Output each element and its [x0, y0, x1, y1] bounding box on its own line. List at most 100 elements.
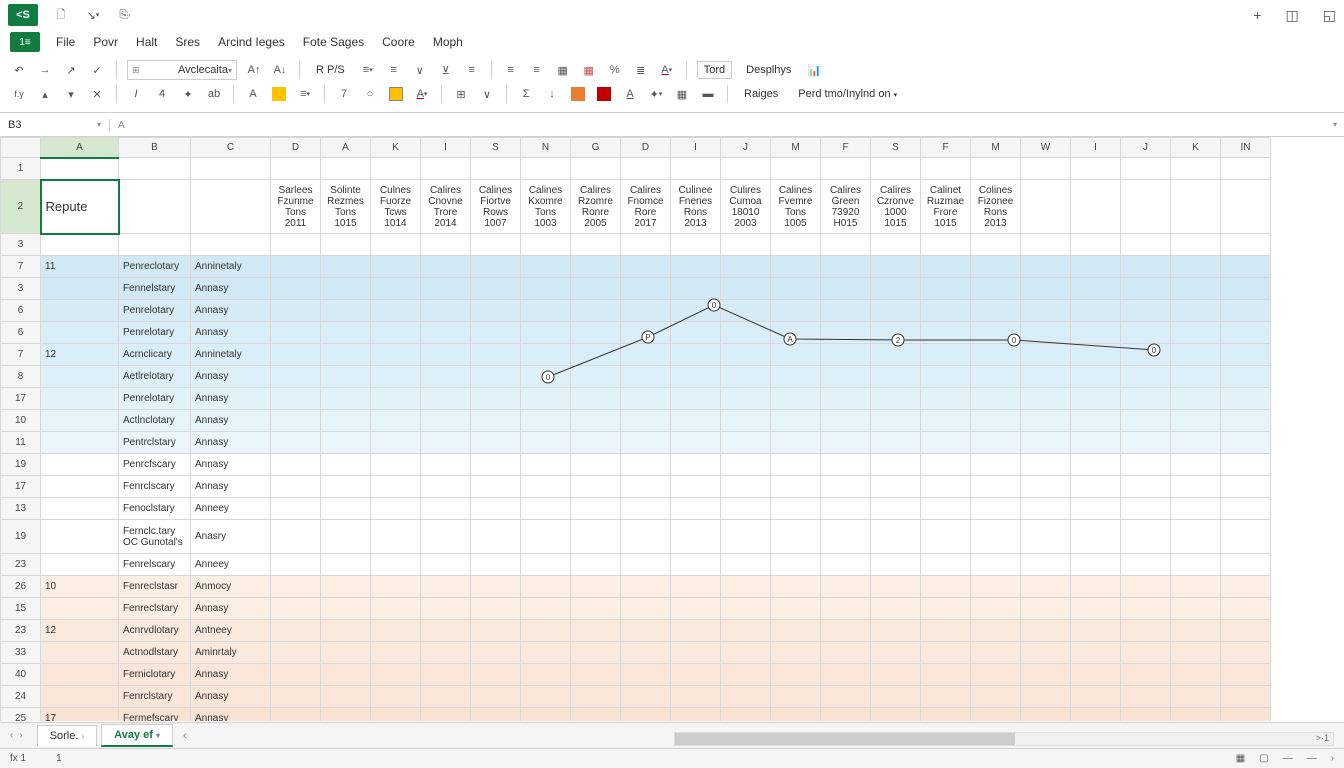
merge-icon[interactable]: ▦	[554, 61, 572, 79]
menu-halt[interactable]: Halt	[128, 33, 165, 51]
cell[interactable]	[41, 300, 119, 322]
cell[interactable]	[1021, 432, 1071, 454]
col-header-M[interactable]: M	[971, 138, 1021, 158]
cell[interactable]	[971, 388, 1021, 410]
cell[interactable]	[1071, 180, 1121, 234]
cell[interactable]: Fenreclstasr	[119, 576, 191, 598]
cell[interactable]	[1021, 664, 1071, 686]
cell[interactable]	[271, 300, 321, 322]
cell[interactable]: Annasy	[191, 454, 271, 476]
cell[interactable]	[471, 158, 521, 180]
cell[interactable]	[371, 256, 421, 278]
font-shrink-icon[interactable]: A↓	[271, 61, 289, 79]
cell[interactable]	[621, 322, 671, 344]
cell[interactable]: Fenoclstary	[119, 498, 191, 520]
cell[interactable]	[119, 158, 191, 180]
cell[interactable]	[671, 498, 721, 520]
cell[interactable]	[421, 256, 471, 278]
fill-yellow-icon[interactable]	[387, 85, 405, 103]
cell[interactable]	[521, 388, 571, 410]
cell[interactable]	[821, 476, 871, 498]
col-header-S[interactable]: S	[471, 138, 521, 158]
desplhys-button[interactable]: Desplhys	[740, 62, 797, 78]
cell[interactable]	[971, 234, 1021, 256]
cell[interactable]: Annasy	[191, 388, 271, 410]
cell[interactable]	[41, 498, 119, 520]
cell[interactable]	[371, 234, 421, 256]
cell[interactable]	[371, 410, 421, 432]
cell[interactable]	[1021, 498, 1071, 520]
cell[interactable]: Fermefscary	[119, 708, 191, 722]
cell[interactable]	[671, 388, 721, 410]
cell[interactable]	[321, 388, 371, 410]
cell[interactable]	[421, 234, 471, 256]
cell[interactable]	[1171, 476, 1221, 498]
cell[interactable]	[871, 432, 921, 454]
row-header[interactable]: 26	[1, 576, 41, 598]
cell[interactable]	[421, 278, 471, 300]
tab-next-icon[interactable]: ‹	[183, 730, 187, 742]
cell[interactable]	[771, 300, 821, 322]
cell[interactable]	[1021, 180, 1071, 234]
cell[interactable]	[371, 598, 421, 620]
cell[interactable]	[571, 300, 621, 322]
close-icon[interactable]: ✕	[88, 85, 106, 103]
cell[interactable]	[821, 498, 871, 520]
cell[interactable]	[921, 598, 971, 620]
row-header[interactable]: 33	[1, 642, 41, 664]
add-icon[interactable]: +	[1253, 7, 1261, 24]
check2-icon[interactable]: ∨	[478, 85, 496, 103]
cell[interactable]	[621, 388, 671, 410]
cell[interactable]	[421, 576, 471, 598]
cell[interactable]	[321, 664, 371, 686]
menu-sres[interactable]: Sres	[167, 33, 208, 51]
cell[interactable]	[1121, 366, 1171, 388]
col-header-S[interactable]: S	[871, 138, 921, 158]
align-left-icon[interactable]: ≡	[502, 61, 520, 79]
cell[interactable]	[621, 498, 671, 520]
wrap-icon[interactable]: ▦	[580, 61, 598, 79]
cell[interactable]	[471, 366, 521, 388]
cell[interactable]	[921, 388, 971, 410]
cell[interactable]	[1221, 234, 1271, 256]
cell[interactable]	[41, 642, 119, 664]
cell[interactable]	[321, 554, 371, 576]
cell[interactable]	[1121, 576, 1171, 598]
cell[interactable]	[871, 620, 921, 642]
cell[interactable]	[1071, 158, 1121, 180]
cell[interactable]	[671, 256, 721, 278]
cell[interactable]	[871, 278, 921, 300]
cell[interactable]	[1021, 344, 1071, 366]
cell[interactable]	[871, 554, 921, 576]
align-v-icon[interactable]: ∨	[411, 61, 429, 79]
cell[interactable]	[321, 322, 371, 344]
formula-expand-icon[interactable]: ▾	[1326, 120, 1344, 129]
cell[interactable]	[571, 256, 621, 278]
cell[interactable]	[1171, 576, 1221, 598]
cell[interactable]: Penrelotary	[119, 322, 191, 344]
cell[interactable]	[421, 598, 471, 620]
cell[interactable]	[1221, 366, 1271, 388]
cell[interactable]	[321, 366, 371, 388]
fill-a-icon[interactable]: A	[621, 85, 639, 103]
percent-icon[interactable]: %	[606, 61, 624, 79]
cell[interactable]	[41, 158, 119, 180]
cell[interactable]	[971, 432, 1021, 454]
cell[interactable]	[971, 520, 1021, 554]
cell[interactable]	[721, 234, 771, 256]
row-header[interactable]: 17	[1, 476, 41, 498]
cell[interactable]	[921, 686, 971, 708]
cell[interactable]	[371, 498, 421, 520]
window-icon[interactable]: ◫	[1286, 7, 1299, 24]
cell[interactable]	[821, 278, 871, 300]
view-dash-icon[interactable]: —	[1307, 753, 1317, 764]
cell[interactable]	[1071, 300, 1121, 322]
cell[interactable]	[1121, 234, 1171, 256]
cell[interactable]	[571, 410, 621, 432]
italic-icon[interactable]: I	[127, 85, 145, 103]
cell[interactable]	[971, 410, 1021, 432]
cell-col-header[interactable]: CalinesKxomreTons1003	[521, 180, 571, 234]
cell[interactable]	[1021, 520, 1071, 554]
cell[interactable]	[119, 180, 191, 234]
cell[interactable]	[371, 476, 421, 498]
